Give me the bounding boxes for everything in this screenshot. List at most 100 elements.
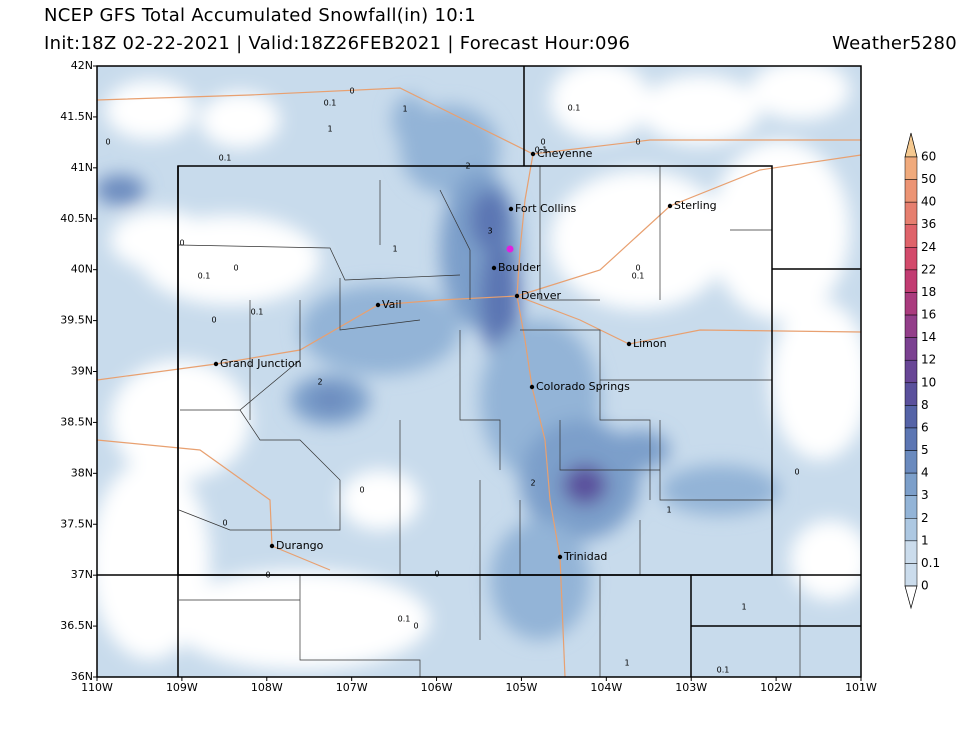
colorbar-label: 4 bbox=[921, 466, 929, 480]
colorbar-label: 6 bbox=[921, 420, 929, 434]
colorbar-label: 16 bbox=[921, 308, 936, 322]
lat-label: 37.5N bbox=[60, 517, 93, 530]
contour-label: 0 bbox=[434, 570, 439, 579]
colorbar-label: 0 bbox=[921, 579, 929, 593]
contour-label: 0 bbox=[211, 316, 216, 325]
colorbar-box bbox=[904, 563, 918, 587]
contour-label: 0 bbox=[635, 138, 640, 147]
contour-label: 0 bbox=[233, 264, 238, 273]
lat-label: 36.5N bbox=[60, 619, 93, 632]
colorbar-label: 5 bbox=[921, 443, 929, 457]
city-label: Limon bbox=[633, 337, 667, 350]
city-label: Durango bbox=[276, 539, 324, 552]
lat-label: 39.5N bbox=[60, 314, 93, 327]
lat-label: 37N bbox=[71, 568, 93, 581]
credit: Weather5280 bbox=[832, 33, 957, 54]
city-label: Colorado Springs bbox=[536, 380, 630, 393]
contour-label: 1 bbox=[624, 659, 629, 668]
contour-label: 3 bbox=[487, 227, 492, 236]
colorbar-box bbox=[904, 427, 918, 451]
lat-label: 40.5N bbox=[60, 212, 93, 225]
city-dot bbox=[530, 151, 536, 157]
contour-label: 1 bbox=[327, 125, 332, 134]
city-label: Cheyenne bbox=[537, 147, 593, 160]
lon-label: 101W bbox=[845, 681, 877, 694]
colorbar-label: 40 bbox=[921, 195, 936, 209]
subtitle: Init:18Z 02-22-2021 | Valid:18Z26FEB2021… bbox=[44, 33, 630, 54]
lon-label: 110W bbox=[81, 681, 113, 694]
colorbar-label: 2 bbox=[921, 511, 929, 525]
city-dot bbox=[514, 293, 520, 299]
colorbar-box bbox=[904, 247, 918, 271]
colorbar-under bbox=[904, 585, 918, 610]
colorbar-box bbox=[904, 314, 918, 338]
colorbar-box bbox=[904, 337, 918, 361]
lon-label: 105W bbox=[506, 681, 538, 694]
city-dot bbox=[213, 361, 219, 367]
city-dot bbox=[508, 206, 514, 212]
colorbar-box bbox=[904, 472, 918, 496]
contour-label: 1 bbox=[392, 245, 397, 254]
contour-label: 1 bbox=[402, 105, 407, 114]
dynamic-layer: 42N 41.5N 41N 40.5N 40N 39.5N 39N 38.5N 38N 37.5N… bbox=[60, 59, 940, 694]
city-label: Fort Collins bbox=[515, 202, 577, 215]
colorbar-over bbox=[904, 132, 918, 158]
colorbar-label: 8 bbox=[921, 398, 929, 412]
contour-label: 0 bbox=[265, 571, 270, 580]
contour-label: 0 bbox=[359, 486, 364, 495]
colorbar-box bbox=[904, 518, 918, 542]
city-dot bbox=[667, 203, 673, 209]
colorbar-box bbox=[904, 405, 918, 429]
contour-label: 0.1 bbox=[219, 154, 232, 163]
contour-label: 0 bbox=[105, 138, 110, 147]
contour-label: 0.1 bbox=[398, 615, 411, 624]
lat-label: 41N bbox=[71, 161, 93, 174]
colorbar-label: 24 bbox=[921, 240, 936, 254]
city-label: Sterling bbox=[674, 199, 717, 212]
colorbar-box bbox=[904, 224, 918, 248]
lon-label: 102W bbox=[760, 681, 792, 694]
city-label: Boulder bbox=[498, 261, 541, 274]
lon-label: 109W bbox=[166, 681, 198, 694]
city-label: Vail bbox=[382, 298, 402, 311]
colorbar-box bbox=[904, 540, 918, 564]
colorbar-label: 50 bbox=[921, 172, 936, 186]
contour-label: 2 bbox=[317, 378, 322, 387]
colorbar-label: 60 bbox=[921, 150, 936, 164]
contour-label: 0.1 bbox=[717, 666, 730, 675]
colorbar-label: 12 bbox=[921, 353, 936, 367]
title: NCEP GFS Total Accumulated Snowfall(in) … bbox=[44, 5, 476, 26]
contour-label: 0 bbox=[794, 468, 799, 477]
colorbar-label: 3 bbox=[921, 488, 929, 502]
colorbar-label: 0.1 bbox=[921, 556, 940, 570]
lat-label: 42N bbox=[71, 59, 93, 72]
colorbar-box bbox=[904, 382, 918, 406]
contour-label: 0 bbox=[413, 622, 418, 631]
city-label: Trinidad bbox=[563, 550, 607, 563]
contour-label: 1 bbox=[666, 506, 671, 515]
contour-label: 0.1 bbox=[568, 104, 581, 113]
lon-label: 104W bbox=[590, 681, 622, 694]
lat-label: 41.5N bbox=[60, 110, 93, 123]
shade-blobs bbox=[97, 66, 861, 670]
colorbar-box bbox=[904, 450, 918, 474]
lon-label: 108W bbox=[251, 681, 283, 694]
contour-label: 0 bbox=[540, 138, 545, 147]
city-dot bbox=[375, 302, 381, 308]
colorbar-box bbox=[904, 495, 918, 519]
location-marker bbox=[506, 245, 514, 253]
state-borders bbox=[97, 66, 861, 677]
city-dot bbox=[491, 265, 497, 271]
city-dot bbox=[529, 384, 535, 390]
colorbar-label: 22 bbox=[921, 262, 936, 276]
contour-label: 0 bbox=[349, 87, 354, 96]
city-dot bbox=[557, 554, 563, 560]
colorbar-label: 36 bbox=[921, 217, 936, 231]
snow-field bbox=[97, 66, 861, 677]
lon-label: 106W bbox=[421, 681, 453, 694]
colorbar-label: 18 bbox=[921, 285, 936, 299]
colorbar-box bbox=[904, 292, 918, 316]
lon-label: 107W bbox=[336, 681, 368, 694]
